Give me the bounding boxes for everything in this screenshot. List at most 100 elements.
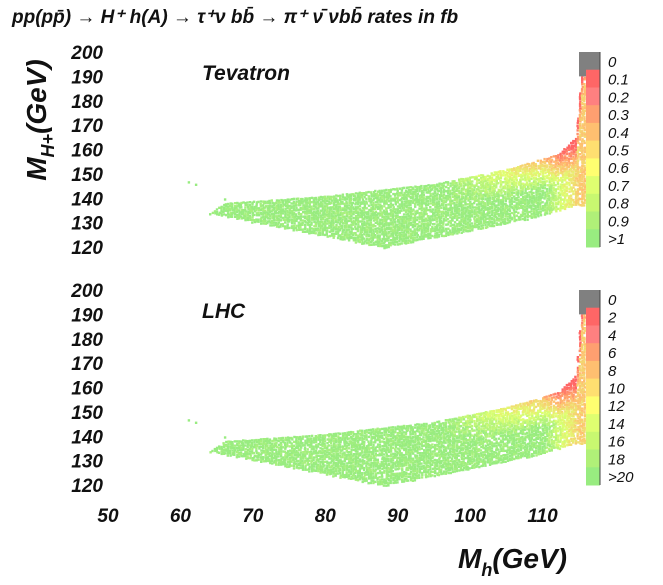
tevatron-scatter-point (532, 194, 535, 198)
tevatron-scatter-point (413, 220, 417, 224)
tevatron-scatter-point (567, 146, 571, 149)
lhc-scatter-point (381, 445, 384, 448)
tevatron-scatter-point (563, 185, 566, 188)
tevatron-scatter-point (409, 201, 412, 205)
tevatron-scatter-point (464, 225, 468, 229)
lhc-scatter-point (407, 479, 410, 482)
lhc-scatter-point (425, 428, 428, 432)
tevatron-scatter-point (339, 234, 342, 237)
tevatron-scatter-point (409, 234, 412, 238)
tevatron-scatter-point (352, 219, 355, 222)
tevatron-scatter-point (348, 210, 351, 214)
tevatron-scatter-point (237, 204, 241, 207)
lhc-scatter-point (378, 430, 381, 433)
tevatron-scatter-point (523, 208, 527, 211)
tevatron-scatter-point (323, 209, 327, 212)
tevatron-scatter-point (519, 218, 522, 221)
tevatron-scatter-point (577, 172, 580, 175)
tevatron-scatter-point (582, 204, 586, 207)
lhc-scatter-point (422, 433, 426, 436)
lhc-scatter-point (392, 455, 395, 458)
lhc-scatter-point (425, 449, 428, 452)
tevatron-scatter-point (326, 202, 329, 206)
tevatron-scatter-point (383, 217, 386, 221)
lhc-scatter-point (425, 431, 428, 434)
lhc-scatter-point (282, 440, 285, 444)
tevatron-scatter-point (575, 160, 578, 163)
lhc-scatter-point (249, 454, 252, 457)
tevatron-scatter-point (411, 230, 415, 233)
lhc-scatter-point (380, 464, 383, 468)
tevatron-scatter-point (550, 172, 553, 175)
lhc-scatter-point (392, 443, 395, 446)
lhc-scatter-point (312, 445, 315, 448)
tevatron-scatter-point (464, 199, 467, 202)
tevatron-scatter-point (426, 215, 430, 218)
lhc-scatter-point (396, 425, 400, 428)
tevatron-scatter-point (541, 201, 544, 204)
tevatron-scatter-point (356, 205, 360, 209)
tevatron-scatter-point (515, 205, 518, 208)
tevatron-scatter-point (385, 244, 388, 247)
lhc-scatter-point (379, 449, 382, 452)
tevatron-scatter-point (510, 205, 513, 208)
tevatron-scatter-point (337, 230, 340, 233)
lhc-scatter-point (332, 446, 335, 449)
tevatron-scatter-point (579, 173, 582, 177)
tevatron-scatter-point (466, 179, 469, 182)
lhc-scatter-point (396, 434, 399, 437)
tevatron-scatter-point (543, 204, 547, 207)
tevatron-scatter-point (401, 207, 404, 210)
tevatron-scatter-point (259, 202, 262, 206)
tevatron-scatter-point (488, 218, 491, 221)
lhc-scatter-point (321, 444, 324, 448)
tevatron-scatter-point (482, 211, 485, 214)
lhc-scatter-point (337, 461, 340, 464)
tevatron-scatter-point (462, 191, 465, 194)
tevatron-scatter-point (539, 167, 543, 171)
tevatron-scatter-point (583, 184, 587, 187)
tevatron-scatter-point (336, 199, 339, 202)
tevatron-scatter-point (481, 195, 485, 198)
tevatron-scatter-point (471, 227, 474, 230)
tevatron-scatter-point (404, 210, 408, 214)
tevatron-scatter-point (500, 218, 503, 221)
tevatron-scatter-point (486, 174, 489, 178)
tevatron-scatter-point (556, 158, 560, 161)
tevatron-scatter-point (559, 167, 562, 170)
tevatron-scatter-point (469, 193, 472, 196)
lhc-scatter-point (282, 450, 285, 453)
lhc-scatter-point (383, 429, 386, 433)
lhc-scatter-point (257, 438, 261, 442)
tevatron-scatter-point (524, 176, 527, 180)
tevatron-scatter-point (581, 102, 584, 106)
tevatron-scatter-point (347, 228, 351, 231)
tevatron-scatter-point (379, 214, 382, 217)
tevatron-scatter-point (481, 206, 485, 210)
tevatron-scatter-point (579, 100, 582, 104)
tevatron-scatter-point (508, 192, 511, 195)
tevatron-scatter-point (299, 200, 302, 203)
tevatron-scatter-point (453, 199, 456, 202)
tevatron-scatter-point (523, 185, 526, 188)
tevatron-scatter-point (500, 205, 503, 209)
tevatron-scatter-point (420, 224, 423, 227)
tevatron-scatter-point (402, 186, 405, 190)
lhc-scatter-point (335, 447, 338, 451)
tevatron-scatter-point (583, 191, 587, 194)
tevatron-scatter-point (433, 196, 436, 199)
lhc-scatter-point (244, 454, 247, 458)
lhc-scatter-point (411, 450, 414, 454)
tevatron-scatter-point (504, 191, 507, 194)
tevatron-scatter-point (325, 231, 328, 234)
tevatron-scatter-point (409, 186, 412, 189)
lhc-scatter-point (303, 448, 307, 451)
tevatron-scatter-point (385, 228, 388, 231)
tevatron-scatter-point (567, 159, 571, 163)
tevatron-scatter-point (477, 221, 480, 224)
lhc-scatter-point (310, 467, 314, 470)
tevatron-scatter-point (378, 243, 382, 246)
lhc-scatter-point (372, 448, 375, 451)
tevatron-scatter-point (334, 212, 337, 215)
tevatron-scatter-point (503, 210, 507, 214)
